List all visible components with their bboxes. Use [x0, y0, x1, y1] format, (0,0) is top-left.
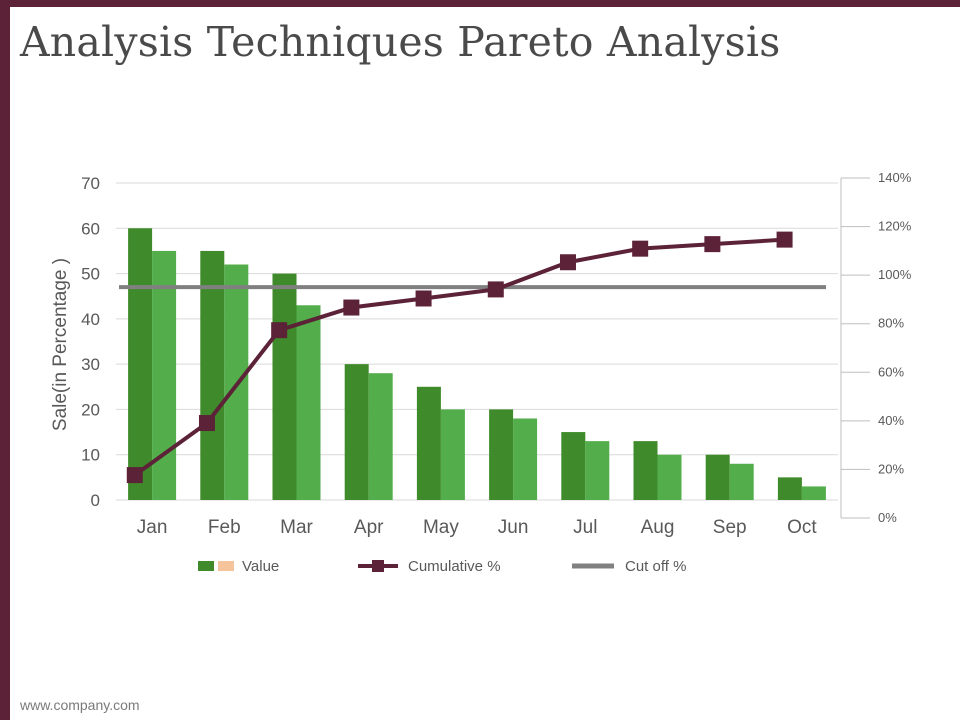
y2-tick-label: 20% — [878, 461, 904, 476]
legend-label-value: Value — [242, 558, 279, 575]
y2-tick-label: 100% — [878, 267, 912, 282]
y-axis-title: Sale(in Percentage ) — [50, 258, 71, 431]
footer-url: www.company.com — [20, 697, 140, 713]
x-tick-label: Feb — [208, 517, 241, 538]
bar — [344, 364, 369, 500]
legend-label-cutoff: Cut off % — [625, 558, 686, 575]
page-title: Analysis Techniques Pareto Analysis — [20, 18, 781, 66]
x-tick-label: Sep — [713, 517, 747, 538]
cumulative-marker — [271, 322, 288, 339]
bar — [440, 409, 465, 500]
y2-tick-label: 60% — [878, 364, 904, 379]
bar — [801, 486, 826, 500]
x-tick-label: Oct — [787, 517, 817, 538]
bar — [416, 386, 441, 500]
y2-tick-label: 120% — [878, 219, 912, 234]
bar — [585, 441, 610, 500]
bar — [729, 463, 754, 500]
y2-tick-label: 40% — [878, 413, 904, 428]
y-tick-label: 0 — [91, 491, 100, 510]
x-tick-label: Mar — [280, 517, 313, 538]
x-tick-label: May — [423, 517, 459, 538]
y-tick-label: 50 — [81, 265, 100, 284]
x-tick-label: Aug — [641, 517, 675, 538]
y-tick-label: 30 — [81, 355, 100, 374]
bar — [657, 454, 682, 500]
x-tick-label: Jul — [573, 517, 597, 538]
bar — [633, 441, 658, 500]
y2-tick-label: 0% — [878, 510, 897, 525]
y2-tick-label: 140% — [878, 170, 912, 185]
legend-swatch-value — [218, 561, 234, 571]
bar — [200, 250, 225, 500]
y-tick-label: 70 — [81, 174, 100, 193]
y2-tick-label: 80% — [878, 316, 904, 331]
cumulative-marker — [704, 236, 721, 253]
cumulative-marker — [126, 467, 143, 484]
cumulative-marker — [415, 290, 432, 307]
bar — [296, 305, 321, 500]
x-tick-label: Jun — [498, 517, 529, 538]
bar — [777, 477, 802, 500]
bar — [705, 454, 730, 500]
y-tick-label: 20 — [81, 400, 100, 419]
cumulative-marker — [776, 231, 793, 248]
bar — [513, 418, 538, 500]
bar — [561, 432, 586, 500]
x-tick-label: Apr — [354, 517, 384, 538]
y-tick-label: 40 — [81, 310, 100, 329]
left-accent-bar — [0, 0, 10, 720]
cumulative-line — [133, 237, 785, 477]
x-tick-label: Jan — [137, 517, 168, 538]
bar — [489, 409, 514, 500]
legend-swatch-value-dark — [198, 561, 214, 571]
legend-marker-cumulative — [372, 560, 384, 572]
bar — [128, 228, 153, 501]
cumulative-marker — [343, 299, 360, 316]
bar — [368, 373, 393, 500]
cumulative-marker — [487, 281, 504, 298]
cumulative-marker — [559, 254, 576, 271]
cumulative-marker — [632, 240, 649, 257]
bar — [272, 273, 297, 500]
cumulative-marker — [198, 415, 215, 432]
legend-label-cumulative: Cumulative % — [408, 558, 501, 575]
y-tick-label: 60 — [81, 219, 100, 238]
top-accent-bar — [0, 0, 960, 7]
y-tick-label: 10 — [81, 446, 100, 465]
